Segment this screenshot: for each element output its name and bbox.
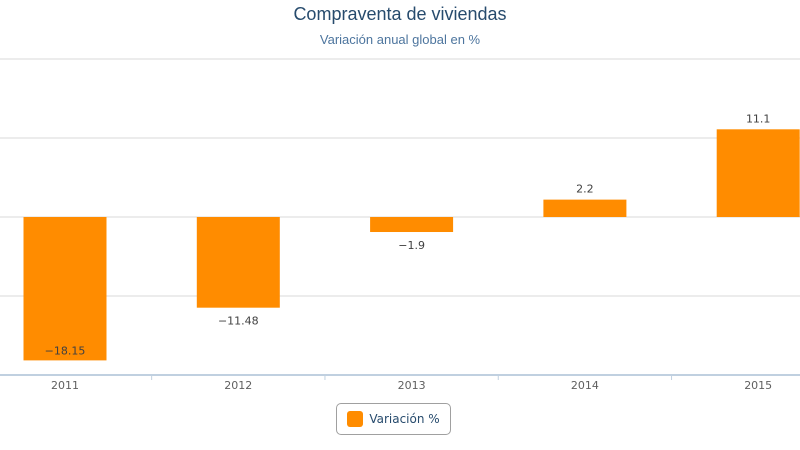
bar [370, 217, 454, 233]
chart-title: Compraventa de viviendas [293, 4, 507, 24]
chart-subtitle: Variación anual global en % [319, 32, 481, 47]
x-tick-label: 2012 [224, 379, 252, 392]
bar [196, 217, 280, 308]
bar [543, 199, 627, 217]
x-tick-label: 2011 [51, 379, 79, 392]
legend-item[interactable]: Variación % [336, 403, 451, 435]
bar [716, 129, 800, 217]
bar [23, 217, 107, 361]
x-tick-label: 2013 [398, 379, 426, 392]
data-label: −1.9 [398, 239, 425, 252]
legend-label: Variación % [369, 412, 440, 426]
legend-swatch [347, 411, 364, 427]
data-label: 11.1 [746, 112, 771, 125]
x-tick-label: 2014 [571, 379, 599, 392]
data-label: −18.15 [45, 344, 86, 357]
data-label: 2.2 [576, 183, 594, 196]
data-label: −11.48 [218, 315, 259, 328]
x-tick-label: 2015 [744, 379, 772, 392]
